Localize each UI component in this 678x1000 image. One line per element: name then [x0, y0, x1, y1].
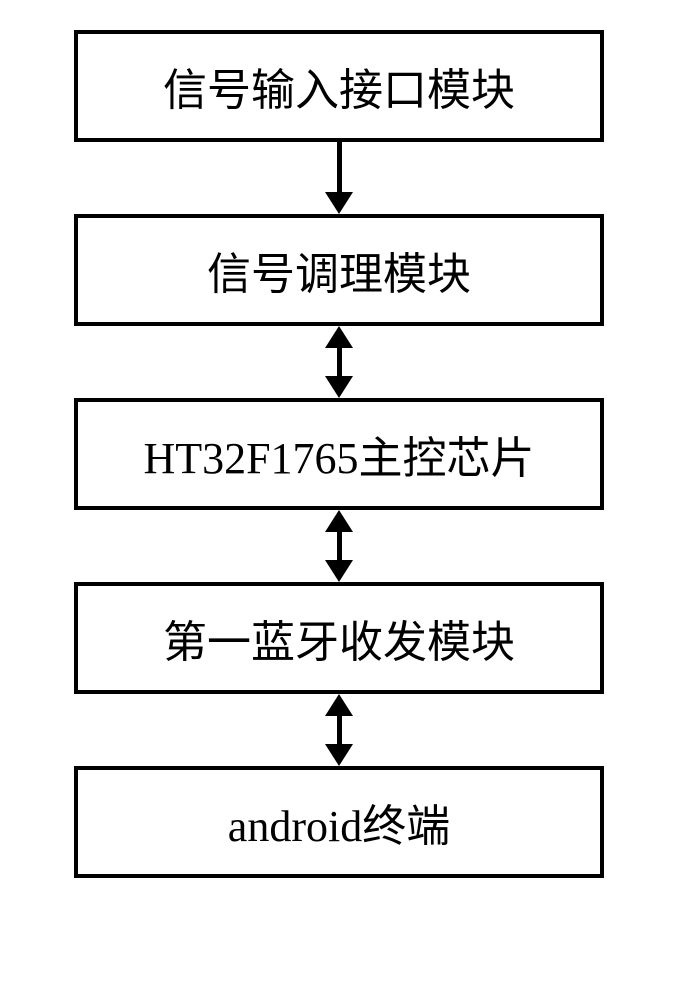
- arrow-head-up-icon: [325, 326, 353, 348]
- flowchart-node-label: 信号调理模块: [207, 238, 471, 302]
- arrow-head-down-icon: [325, 376, 353, 398]
- flowchart-container: 信号输入接口模块信号调理模块 HT32F1765主控芯片第一蓝牙收发模块 andro…: [74, 30, 604, 878]
- flowchart-arrow: [325, 694, 353, 766]
- flowchart-node-label: 第一蓝牙收发模块: [163, 606, 515, 670]
- flowchart-arrow: [325, 510, 353, 582]
- arrow-head-down-icon: [325, 744, 353, 766]
- arrow-head-down-icon: [325, 192, 353, 214]
- flowchart-arrow: [325, 142, 353, 214]
- flowchart-arrow: [325, 326, 353, 398]
- flowchart-node-n4: 第一蓝牙收发模块: [74, 582, 604, 694]
- flowchart-node-n3: HT32F1765主控芯片: [74, 398, 604, 510]
- flowchart-node-n1: 信号输入接口模块: [74, 30, 604, 142]
- flowchart-node-label: 信号输入接口模块: [163, 54, 515, 118]
- arrow-head-down-icon: [325, 560, 353, 582]
- arrow-head-up-icon: [325, 510, 353, 532]
- flowchart-node-n5: android终端: [74, 766, 604, 878]
- arrow-line: [337, 348, 342, 376]
- arrow-line: [337, 532, 342, 560]
- flowchart-node-n2: 信号调理模块: [74, 214, 604, 326]
- flowchart-node-label: android终端: [228, 790, 450, 854]
- arrow-head-up-icon: [325, 694, 353, 716]
- arrow-line: [337, 142, 342, 192]
- arrow-line: [337, 716, 342, 744]
- flowchart-node-label: HT32F1765主控芯片: [143, 422, 534, 486]
